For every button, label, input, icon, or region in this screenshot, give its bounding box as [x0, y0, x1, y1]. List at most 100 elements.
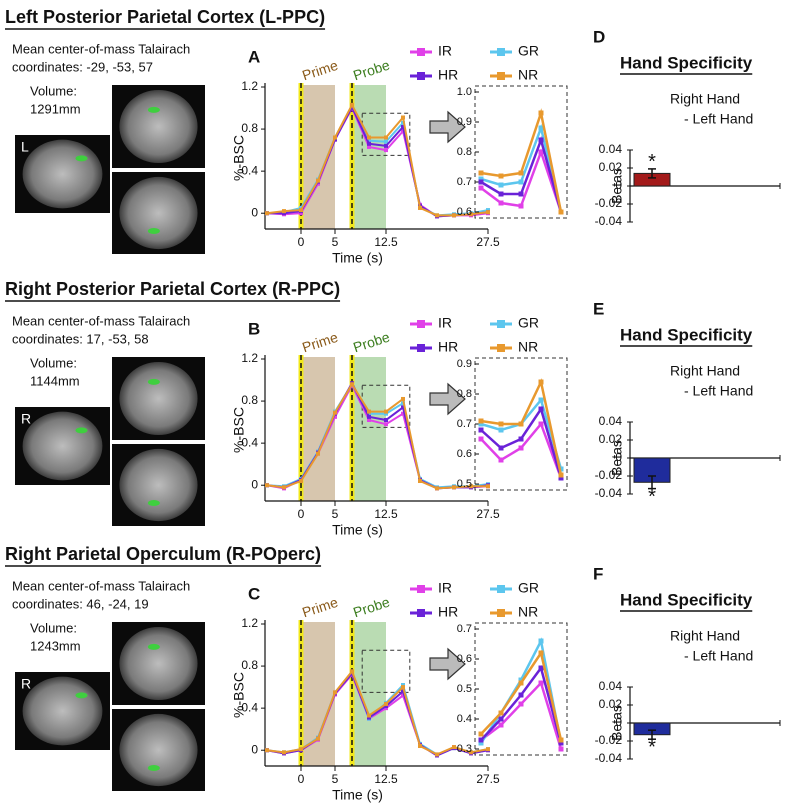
- annotation: - Left Hand: [684, 383, 753, 399]
- x-tick-label: 0: [298, 235, 305, 249]
- legend-marker: [497, 48, 505, 56]
- point: [538, 149, 544, 155]
- y-tick-label: 0.02: [599, 160, 623, 174]
- legend-marker: [417, 72, 425, 80]
- y-tick-label: -0.02: [595, 733, 623, 747]
- legend-label: NR: [518, 604, 538, 620]
- activation: [147, 500, 160, 507]
- panel-letter: F: [593, 564, 603, 583]
- point: [367, 409, 371, 414]
- point: [452, 745, 456, 750]
- point: [478, 185, 484, 191]
- chart: Prime Probe 0 0.4 0.8 1.2 0 5 12.5 27.5 Time (s) %-…: [231, 43, 539, 266]
- y-tick-label: 0.4: [241, 435, 258, 449]
- legend-label: NR: [518, 339, 538, 355]
- description: Mean center-of-mass Talairach: [12, 41, 190, 56]
- point: [333, 414, 337, 419]
- point: [518, 677, 524, 683]
- zoom-arrow: [429, 382, 466, 416]
- point: [498, 191, 504, 197]
- region-label: Probe: [351, 329, 392, 356]
- description: Mean center-of-mass Talairach: [12, 578, 190, 593]
- point: [299, 205, 303, 210]
- y-axis-label: %-BSC: [231, 672, 247, 718]
- brain-image: [119, 361, 198, 436]
- legend-label: HR: [438, 67, 458, 83]
- point: [316, 451, 320, 456]
- y-tick-label: 0.7: [457, 176, 472, 188]
- x-tick-label: 27.5: [476, 772, 500, 786]
- description: Mean center-of-mass Talairach: [12, 313, 190, 328]
- time-region: [352, 85, 386, 229]
- point: [384, 701, 388, 706]
- point: [384, 143, 388, 148]
- description: coordinates: -29, -53, 57: [12, 59, 153, 74]
- point: [518, 191, 524, 197]
- point: [538, 421, 544, 427]
- time-region: [301, 622, 335, 766]
- zoom-arrow: [429, 647, 466, 681]
- annotation: - Left Hand: [684, 111, 753, 127]
- point: [299, 479, 303, 484]
- activation: [147, 765, 160, 772]
- y-tick-label: 1.2: [241, 351, 258, 365]
- y-tick-label: 0: [615, 450, 622, 464]
- point: [401, 124, 405, 129]
- point: [384, 422, 388, 427]
- panel-letter: C: [248, 584, 260, 603]
- y-tick-label: 0.04: [599, 414, 623, 428]
- point: [299, 747, 303, 752]
- time-region: [301, 85, 335, 229]
- legend-marker: [497, 72, 505, 80]
- point: [401, 689, 405, 694]
- region-label: Probe: [351, 594, 392, 621]
- point: [367, 414, 371, 419]
- point: [478, 731, 484, 737]
- annotation: - Left Hand: [684, 648, 753, 664]
- point: [265, 211, 269, 216]
- point: [558, 472, 564, 478]
- point: [452, 213, 456, 218]
- x-tick-label: 27.5: [476, 235, 500, 249]
- y-tick-label: 0.4: [457, 713, 472, 725]
- y-tick-label: 0.02: [599, 432, 623, 446]
- point: [518, 179, 524, 185]
- chart: E Hand Specificity Right Hand - Left Hand Be…: [593, 299, 781, 508]
- point: [518, 701, 524, 707]
- chart: Prime Probe 0 0.4 0.8 1.2 0 5 12.5 27.5 Time (s) %-…: [231, 580, 539, 803]
- chart: Prime Probe 0 0.4 0.8 1.2 0 5 12.5 27.5 Time (s) %-…: [231, 315, 539, 538]
- point: [367, 138, 371, 143]
- point: [367, 135, 371, 140]
- point: [282, 211, 286, 216]
- y-tick-label: 0.04: [599, 679, 623, 693]
- y-tick-label: 0.6: [457, 448, 472, 460]
- legend-marker: [497, 609, 505, 617]
- point: [333, 410, 337, 415]
- point: [478, 179, 484, 185]
- point: [518, 203, 524, 209]
- chart: 0.6 0.7 0.8 0.9 1.0: [457, 85, 568, 219]
- y-tick-label: 0.8: [241, 658, 258, 672]
- brain-image: [119, 626, 198, 701]
- point: [478, 737, 484, 743]
- y-tick-label: 0.6: [457, 653, 472, 665]
- point: [478, 421, 484, 427]
- panel-letter: A: [248, 47, 260, 66]
- zoom-box: [361, 112, 411, 156]
- point: [367, 141, 371, 146]
- y-tick-label: 0.4: [241, 163, 258, 177]
- point: [498, 173, 504, 179]
- point: [367, 411, 371, 416]
- x-tick-label: 5: [332, 235, 339, 249]
- panel-letter: B: [248, 319, 260, 338]
- legend-marker: [417, 585, 425, 593]
- x-tick-label: 5: [332, 772, 339, 786]
- point: [367, 715, 371, 720]
- point: [350, 102, 354, 107]
- legend-marker: [417, 609, 425, 617]
- chart: F Hand Specificity Right Hand - Left Hand Be…: [593, 564, 781, 765]
- point: [498, 421, 504, 427]
- point: [418, 744, 422, 749]
- legend-marker: [497, 344, 505, 352]
- point: [558, 737, 564, 743]
